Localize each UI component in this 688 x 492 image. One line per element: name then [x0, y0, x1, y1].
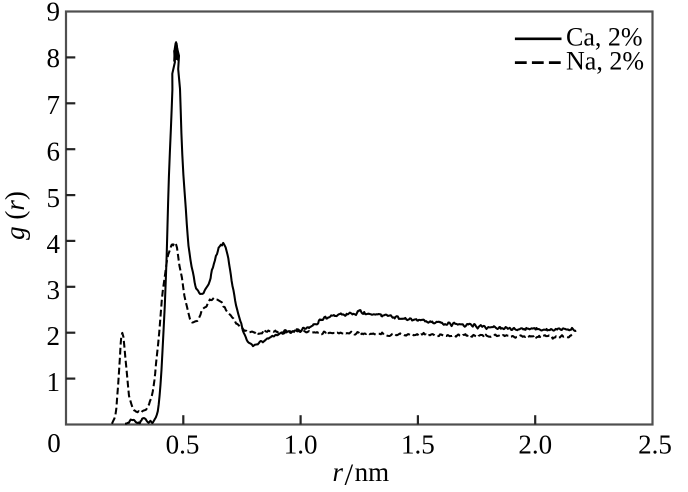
- svg-text:4: 4: [47, 229, 61, 259]
- svg-text:2: 2: [47, 321, 61, 351]
- svg-text:7: 7: [47, 90, 61, 120]
- svg-text:8: 8: [47, 43, 61, 73]
- svg-text:2.0: 2.0: [518, 430, 552, 460]
- svg-text:6: 6: [47, 136, 61, 166]
- svg-text:2.5: 2.5: [638, 430, 672, 460]
- svg-text:Ca, 2%: Ca, 2%: [566, 23, 643, 52]
- svg-text:5: 5: [47, 183, 61, 213]
- svg-text:3: 3: [47, 275, 61, 305]
- svg-text:r/nm: r/nm: [333, 457, 390, 492]
- svg-text:1.0: 1.0: [284, 430, 318, 460]
- svg-text:g (r): g (r): [0, 191, 30, 240]
- svg-text:0: 0: [47, 428, 61, 458]
- svg-text:1: 1: [47, 367, 61, 397]
- svg-text:Na, 2%: Na, 2%: [566, 47, 644, 76]
- svg-text:1.5: 1.5: [401, 430, 435, 460]
- svg-text:0.5: 0.5: [166, 430, 200, 460]
- svg-text:9: 9: [47, 0, 61, 26]
